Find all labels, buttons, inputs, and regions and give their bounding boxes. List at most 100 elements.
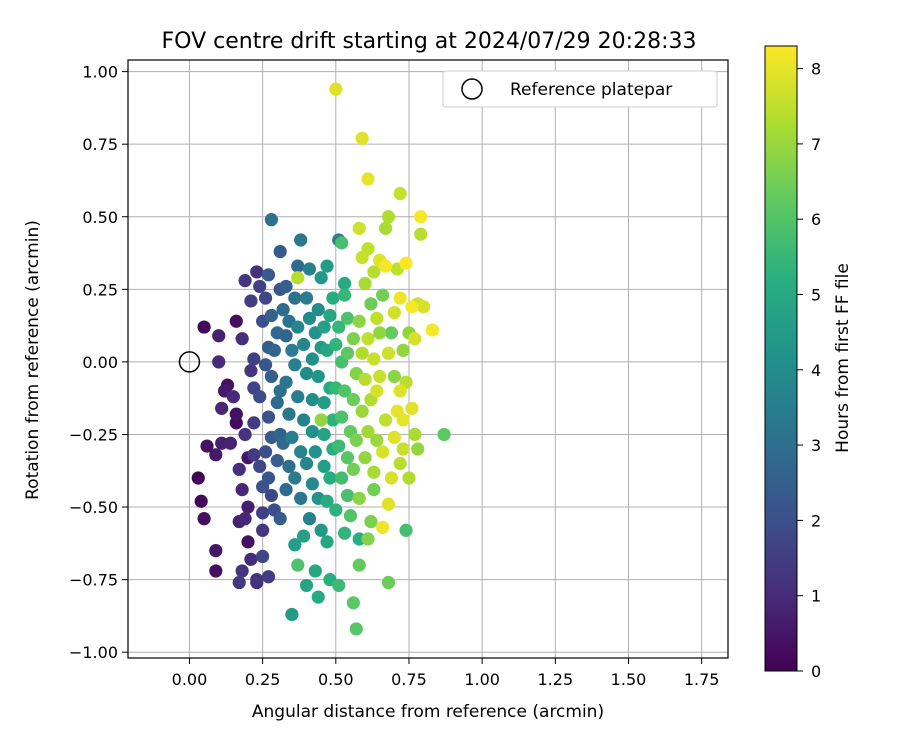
data-point: [232, 462, 246, 476]
data-point: [200, 439, 214, 453]
data-point: [378, 221, 393, 235]
y-tick-label: −0.75: [69, 571, 118, 590]
data-point: [305, 477, 319, 491]
data-point: [370, 384, 384, 398]
data-point: [194, 494, 208, 508]
data-point: [381, 575, 396, 590]
data-point: [311, 303, 325, 317]
data-point: [396, 413, 410, 427]
data-point: [381, 210, 396, 224]
data-point: [358, 276, 372, 291]
data-point: [235, 564, 249, 578]
data-point: [302, 311, 317, 325]
data-point: [273, 512, 287, 526]
data-point: [411, 442, 425, 456]
x-tick-label: 1.00: [464, 670, 500, 689]
data-point: [417, 300, 431, 314]
colorbar-ticks: 0 1 2 3 4 5 6 7 8: [797, 60, 821, 681]
data-point: [285, 430, 299, 444]
data-point: [279, 483, 293, 497]
data-point: [297, 413, 311, 427]
colorbar-tick-label: 0: [811, 662, 821, 681]
data-point: [387, 369, 401, 384]
data-point: [209, 448, 223, 462]
data-point: [355, 346, 369, 360]
data-point: [191, 471, 205, 485]
data-point: [343, 509, 358, 523]
data-point: [326, 291, 340, 305]
data-point: [311, 369, 325, 384]
data-point: [317, 320, 331, 334]
legend: Reference platepar: [442, 70, 718, 108]
x-tick-label: 0.00: [172, 670, 208, 689]
data-point: [340, 451, 355, 465]
data-point: [261, 410, 276, 424]
y-axis-ticks: 1.00 0.75 0.50 0.25 0.00 −0.25 −0.50 −0.75 −1.00: [69, 63, 128, 662]
data-point: [393, 186, 407, 201]
data-point: [340, 346, 355, 360]
data-point: [373, 326, 387, 340]
colorbar-gradient: [764, 45, 798, 672]
data-point: [250, 573, 264, 587]
data-point: [387, 305, 401, 320]
data-point: [305, 424, 319, 439]
data-point: [323, 308, 337, 323]
data-point: [317, 395, 331, 410]
colorbar: 0 1 2 3 4 5 6 7 8 Hours from first FF file: [764, 45, 853, 681]
data-point: [346, 462, 360, 476]
data-point: [340, 488, 355, 503]
data-point: [282, 407, 296, 421]
data-point: [367, 352, 381, 366]
data-point: [279, 279, 293, 294]
data-point: [297, 337, 311, 352]
data-point: [299, 366, 314, 381]
data-point: [209, 564, 223, 578]
data-point: [282, 459, 296, 474]
data-point: [212, 329, 226, 343]
colorbar-tick-label: 6: [811, 210, 821, 229]
data-point: [299, 291, 314, 305]
data-point: [358, 372, 372, 386]
data-point: [288, 291, 302, 305]
data-point: [405, 401, 419, 415]
data-point: [370, 433, 384, 447]
data-point: [405, 300, 419, 314]
data-point: [212, 355, 226, 369]
data-point: [247, 416, 261, 430]
data-point: [264, 213, 279, 227]
data-point: [294, 491, 308, 505]
x-axis-label: Angular distance from reference (arcmin): [252, 702, 604, 722]
data-point: [399, 523, 413, 537]
data-point: [376, 288, 390, 302]
data-point: [425, 323, 439, 337]
data-point: [270, 395, 284, 410]
data-point: [358, 451, 372, 465]
data-point: [253, 390, 267, 404]
y-tick-label: 1.00: [82, 63, 118, 82]
x-tick-label: 0.75: [391, 670, 427, 689]
data-point: [299, 456, 314, 471]
data-point: [381, 497, 396, 511]
data-point: [367, 465, 381, 479]
data-point: [294, 445, 308, 459]
data-point: [414, 227, 428, 241]
data-point: [256, 523, 270, 537]
data-point: [308, 445, 322, 459]
data-point: [355, 250, 369, 264]
y-tick-label: 0.50: [82, 208, 118, 227]
data-point: [299, 578, 314, 593]
data-point: [376, 445, 390, 459]
colorbar-tick-label: 7: [811, 135, 821, 154]
x-axis-ticks: 0.00 0.25 0.50 0.75 1.00 1.25 1.50 1.75: [172, 658, 719, 689]
data-point: [285, 343, 299, 357]
data-point: [288, 538, 302, 552]
data-point: [285, 607, 299, 622]
data-point: [302, 512, 317, 526]
data-point: [364, 297, 378, 311]
data-point: [250, 265, 264, 279]
data-point: [291, 320, 305, 334]
data-point: [393, 456, 407, 471]
plot-frame: [127, 59, 729, 659]
data-point: [244, 552, 258, 566]
x-tick-label: 0.50: [318, 670, 354, 689]
